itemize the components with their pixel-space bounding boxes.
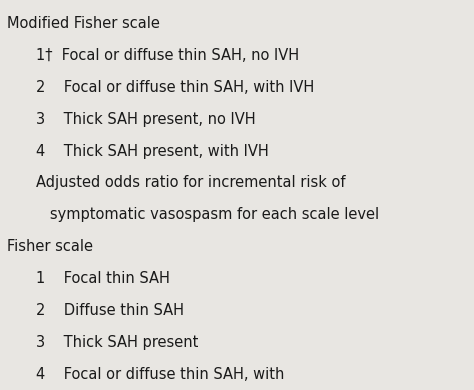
Text: 1    Focal thin SAH: 1 Focal thin SAH [36,271,169,286]
Text: Adjusted odds ratio for incremental risk of: Adjusted odds ratio for incremental risk… [36,176,345,190]
Text: 2    Diffuse thin SAH: 2 Diffuse thin SAH [36,303,183,318]
Text: 1†  Focal or diffuse thin SAH, no IVH: 1† Focal or diffuse thin SAH, no IVH [36,48,299,62]
Text: 3    Thick SAH present, no IVH: 3 Thick SAH present, no IVH [36,112,255,126]
Text: 3    Thick SAH present: 3 Thick SAH present [36,335,198,350]
Text: Modified Fisher scale: Modified Fisher scale [7,16,160,30]
Text: symptomatic vasospasm for each scale level: symptomatic vasospasm for each scale lev… [36,207,379,222]
Text: 4    Focal or diffuse thin SAH, with: 4 Focal or diffuse thin SAH, with [36,367,284,382]
Text: 2    Focal or diffuse thin SAH, with IVH: 2 Focal or diffuse thin SAH, with IVH [36,80,314,94]
Text: 4    Thick SAH present, with IVH: 4 Thick SAH present, with IVH [36,144,268,158]
Text: Fisher scale: Fisher scale [7,239,93,254]
